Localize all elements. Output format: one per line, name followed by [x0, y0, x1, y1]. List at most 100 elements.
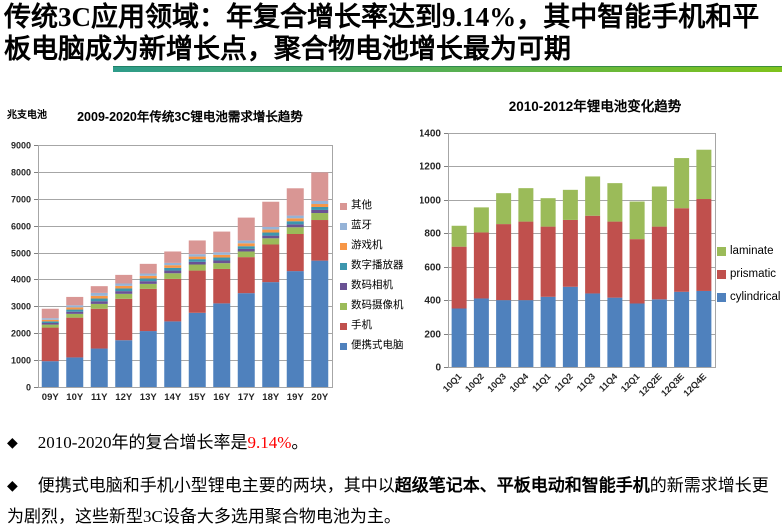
bar-segment — [66, 357, 84, 387]
bar-segment — [651, 226, 667, 300]
bar-segment — [237, 240, 255, 244]
bar-segment — [473, 232, 489, 299]
bar-segment — [286, 271, 304, 387]
bar-segment — [262, 229, 280, 233]
bar-segment — [562, 219, 578, 287]
bar-segment — [585, 215, 601, 294]
bullet-list: ◆ 2010-2020年的复合增长率是9.14%。 ◆ 便携式电脑和手机小型锂电主要… — [7, 428, 779, 527]
bar-segment — [115, 274, 133, 284]
bar-segment — [90, 308, 108, 349]
bar-segment — [66, 305, 84, 308]
left-chart-title: 2009-2020年传统3C锂电池需求增长趋势 — [77, 110, 303, 124]
y-axis-label: 5000 — [11, 249, 31, 259]
x-axis-label: 13Y — [140, 392, 158, 403]
y-axis-label: 800 — [424, 229, 441, 240]
bar-segment — [496, 300, 512, 367]
bar-segment — [311, 213, 329, 221]
bar-segment — [115, 293, 133, 299]
bar-segment — [311, 200, 329, 205]
legend-swatch — [340, 203, 347, 210]
y-axis-label: 200 — [424, 330, 441, 341]
bar-segment — [540, 198, 556, 227]
bar-segment — [311, 172, 329, 201]
x-axis-label: 12Q4E — [681, 371, 708, 398]
bar-segment — [262, 244, 280, 283]
bar-segment — [674, 158, 690, 209]
bullet-item-2: ◆ 便携式电脑和手机小型锂电主要的两块，其中以超级笔记本、平板电动和智能手机的新需… — [7, 471, 779, 527]
bar-segment — [286, 218, 304, 222]
bar-segment — [262, 282, 280, 387]
bar-segment — [562, 286, 578, 367]
bar-segment — [139, 278, 157, 282]
bar-segment — [286, 188, 304, 216]
legend-label: prismatic — [730, 268, 776, 280]
legend-swatch — [340, 243, 347, 250]
bar-segment — [451, 308, 467, 367]
x-axis-label: 16Y — [213, 392, 231, 403]
bar-segment — [188, 259, 206, 262]
slide-title: 传统3C应用领域：年复合增长率达到9.14%，其中智能手机和平板电脑成为新增长点… — [4, 2, 760, 64]
bar-segment — [451, 225, 467, 247]
right-chart-title: 2010-2012年锂电池变化趋势 — [508, 99, 682, 114]
bar-segment — [41, 324, 59, 328]
x-axis-label: 17Y — [238, 392, 256, 403]
bar-segment — [115, 285, 133, 289]
legend-swatch — [340, 283, 347, 290]
bar-segment — [188, 264, 206, 271]
x-axis-label: 10Q1 — [441, 371, 464, 394]
y-axis-label: 0 — [26, 383, 31, 393]
bar-segment — [90, 303, 108, 309]
bar-segment — [90, 298, 108, 302]
bar-segment — [629, 201, 645, 240]
bar-segment — [262, 235, 280, 239]
bar-segment — [237, 243, 255, 247]
bar-segment — [311, 204, 329, 207]
y-axis-label: 6000 — [11, 222, 31, 232]
x-axis-label: 10Q3 — [485, 371, 508, 394]
bar-segment — [237, 251, 255, 258]
diamond-bullet-icon: ◆ — [7, 436, 18, 451]
plot-border — [448, 133, 716, 368]
bar-segment — [237, 248, 255, 252]
y-axis-label: 7000 — [11, 195, 31, 205]
bar-segment — [139, 281, 157, 284]
bar-segment — [540, 226, 556, 297]
bar-segment — [115, 298, 133, 341]
bar-segment — [286, 215, 304, 219]
bar-segment — [629, 303, 645, 367]
bar-segment — [585, 176, 601, 216]
bar-segment — [651, 299, 667, 367]
x-axis-label: 09Y — [42, 392, 60, 403]
right-chart: 2010-2012年锂电池变化趋势 0 200 400 600 800 1000 1200 1… — [420, 93, 782, 423]
left-chart-unit-label: 兆支电池 — [7, 110, 47, 121]
bar-segment — [696, 290, 712, 367]
bar-segment — [115, 291, 133, 294]
x-axis-label: 19Y — [287, 392, 305, 403]
left-chart: 兆支电池 2009-2020年传统3C锂电池需求增长趋势 0 1000 2000 30… — [2, 97, 420, 419]
y-axis-label: 3000 — [11, 302, 31, 312]
bar-segment — [518, 188, 534, 222]
bar-segment — [41, 318, 59, 320]
bar-segment — [286, 221, 304, 225]
bar-segment — [607, 221, 623, 298]
bar-segment — [651, 186, 667, 227]
y-axis-label: 2000 — [11, 329, 31, 339]
bar-segment — [607, 297, 623, 367]
bar-segment — [237, 217, 255, 241]
bar-segment — [237, 293, 255, 387]
legend-label: cylindrical — [730, 291, 781, 303]
bullet2-bold-text: 超级笔记本、平板电动和智能手机 — [394, 476, 650, 495]
bar-segment — [311, 209, 329, 214]
bar-segment — [286, 227, 304, 235]
bar-segment — [164, 273, 182, 279]
bar-segment — [41, 361, 59, 387]
legend-label: 手机 — [351, 318, 372, 331]
x-axis-label: 11Q3 — [575, 371, 597, 393]
bar-segment — [585, 293, 601, 367]
x-axis-label: 10Y — [66, 392, 84, 403]
bar-segment — [115, 283, 133, 286]
bar-segment — [518, 221, 534, 301]
bar-segment — [674, 208, 690, 292]
bar-segment — [213, 231, 231, 253]
x-axis-label: 12Y — [115, 392, 133, 403]
